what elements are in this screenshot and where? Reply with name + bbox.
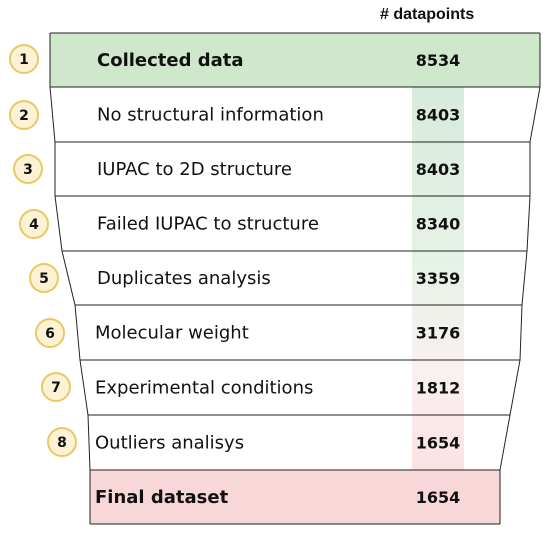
count-column-band (412, 87, 464, 470)
step-number: 2 (19, 108, 29, 124)
step-label: Collected data (97, 50, 244, 71)
funnel-row-fill (62, 251, 527, 305)
step-number: 7 (51, 380, 61, 396)
step-count: 8403 (416, 160, 461, 179)
step-number: 8 (57, 435, 67, 451)
step-label: Duplicates analysis (97, 268, 271, 289)
funnel-left-edge (49, 33, 91, 524)
step-number: 4 (29, 217, 39, 233)
step-label: Final dataset (95, 487, 229, 508)
step-label: Failed IUPAC to structure (97, 214, 319, 235)
funnel-row-fill (90, 470, 500, 524)
step-count: 3359 (416, 269, 461, 288)
funnel-row-fill (55, 142, 530, 196)
step-number: 3 (23, 162, 33, 178)
step-count: 8340 (416, 215, 461, 234)
step-label: Molecular weight (95, 323, 249, 344)
funnel-row-fill (75, 305, 522, 360)
funnel-row-fill (80, 360, 520, 415)
step-count: 8403 (416, 106, 461, 125)
step-count: 8534 (416, 51, 461, 70)
step-number-badge: 5 (29, 263, 59, 293)
step-label: IUPAC to 2D structure (97, 159, 292, 180)
step-number-badge: 7 (41, 372, 71, 402)
step-number-badge: 2 (9, 100, 39, 130)
step-count: 1654 (416, 434, 461, 453)
step-label: Experimental conditions (95, 378, 313, 399)
funnel-row-fill (55, 196, 530, 251)
funnel-row-fill (50, 33, 540, 87)
step-label: Outliers analisys (95, 433, 244, 454)
funnel-row-fill (88, 415, 510, 470)
step-label: No structural information (97, 105, 324, 126)
step-number: 1 (19, 52, 29, 68)
step-number: 6 (45, 326, 55, 342)
step-number-badge: 4 (19, 209, 49, 239)
step-number-badge: 1 (9, 44, 39, 74)
funnel-right-edge (499, 33, 541, 524)
step-count: 3176 (416, 324, 461, 343)
step-number: 5 (39, 271, 49, 287)
step-number-badge: 8 (47, 427, 77, 457)
step-number-badge: 6 (35, 318, 65, 348)
step-count: 1812 (416, 379, 461, 398)
datapoints-column-header: # datapoints (380, 6, 475, 23)
step-count: 1654 (416, 488, 461, 507)
step-number-badge: 3 (13, 154, 43, 184)
